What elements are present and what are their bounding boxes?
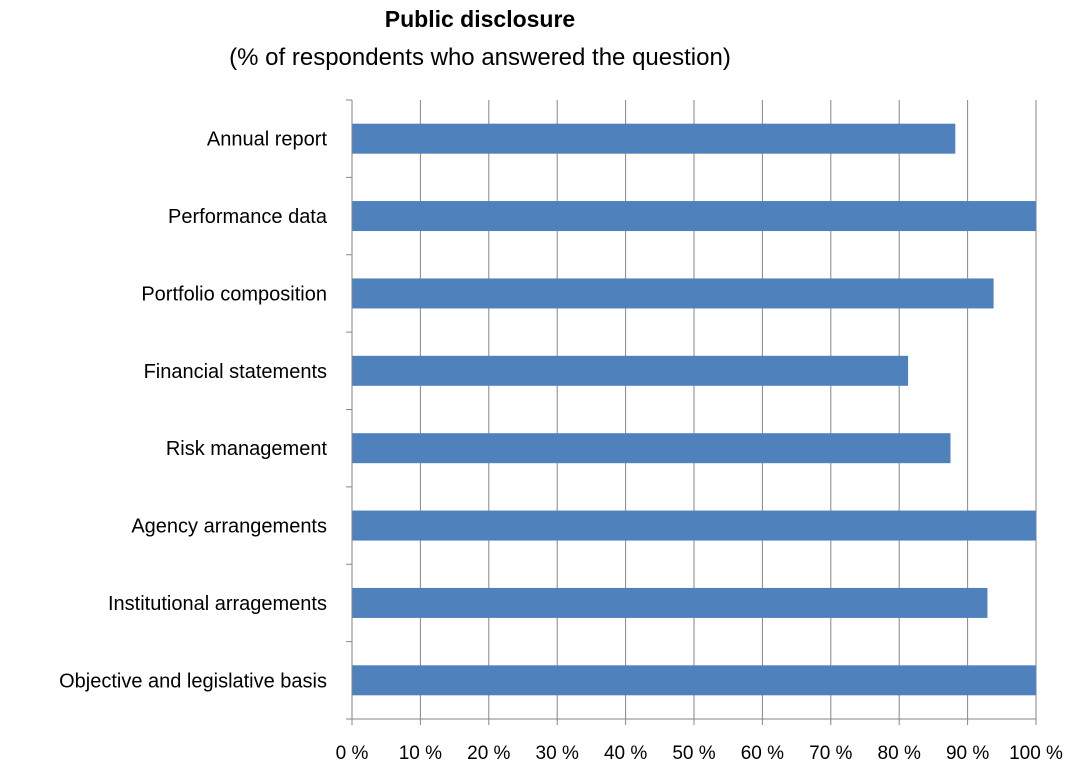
bar-1 [352, 201, 1036, 232]
category-label: Risk management [166, 438, 328, 460]
x-tick-label: 20 % [467, 743, 510, 764]
labels: 0 % 10 % 20 % 30 % 40 % 50 % 60 % 70 % 80 % 90 % 1… [59, 129, 1063, 764]
x-tick-label: 100 % [1009, 743, 1063, 764]
bar-3 [352, 355, 909, 386]
bar-2 [352, 278, 994, 309]
x-tick-label: 90 % [946, 743, 989, 764]
x-tick-label: 70 % [809, 743, 852, 764]
bar-7 [352, 665, 1036, 696]
bar-5 [352, 510, 1036, 541]
category-label: Institutional arragements [108, 593, 327, 615]
category-label: Agency arrangements [131, 516, 327, 538]
gridlines [351, 100, 1037, 725]
bar-0 [352, 123, 956, 154]
x-tick-label: 50 % [672, 743, 715, 764]
x-tick-label: 80 % [878, 743, 921, 764]
category-label: Annual report [207, 129, 328, 151]
category-label: Portfolio composition [141, 283, 327, 305]
category-label: Financial statements [144, 361, 327, 383]
x-tick-label: 30 % [536, 743, 579, 764]
chart-title: Public disclosure [384, 6, 576, 32]
bar-6 [352, 587, 988, 618]
x-tick-label: 10 % [399, 743, 442, 764]
bar-4 [352, 433, 951, 464]
axes [346, 99, 1036, 720]
x-tick-label: 0 % [336, 743, 369, 764]
category-label: Performance data [168, 206, 328, 228]
x-tick-label: 60 % [741, 743, 784, 764]
bars [352, 123, 1036, 696]
x-tick-label: 40 % [604, 743, 647, 764]
chart-subtitle: (% of respondents who answered the quest… [229, 44, 731, 71]
category-label: Objective and legislative basis [59, 670, 327, 692]
